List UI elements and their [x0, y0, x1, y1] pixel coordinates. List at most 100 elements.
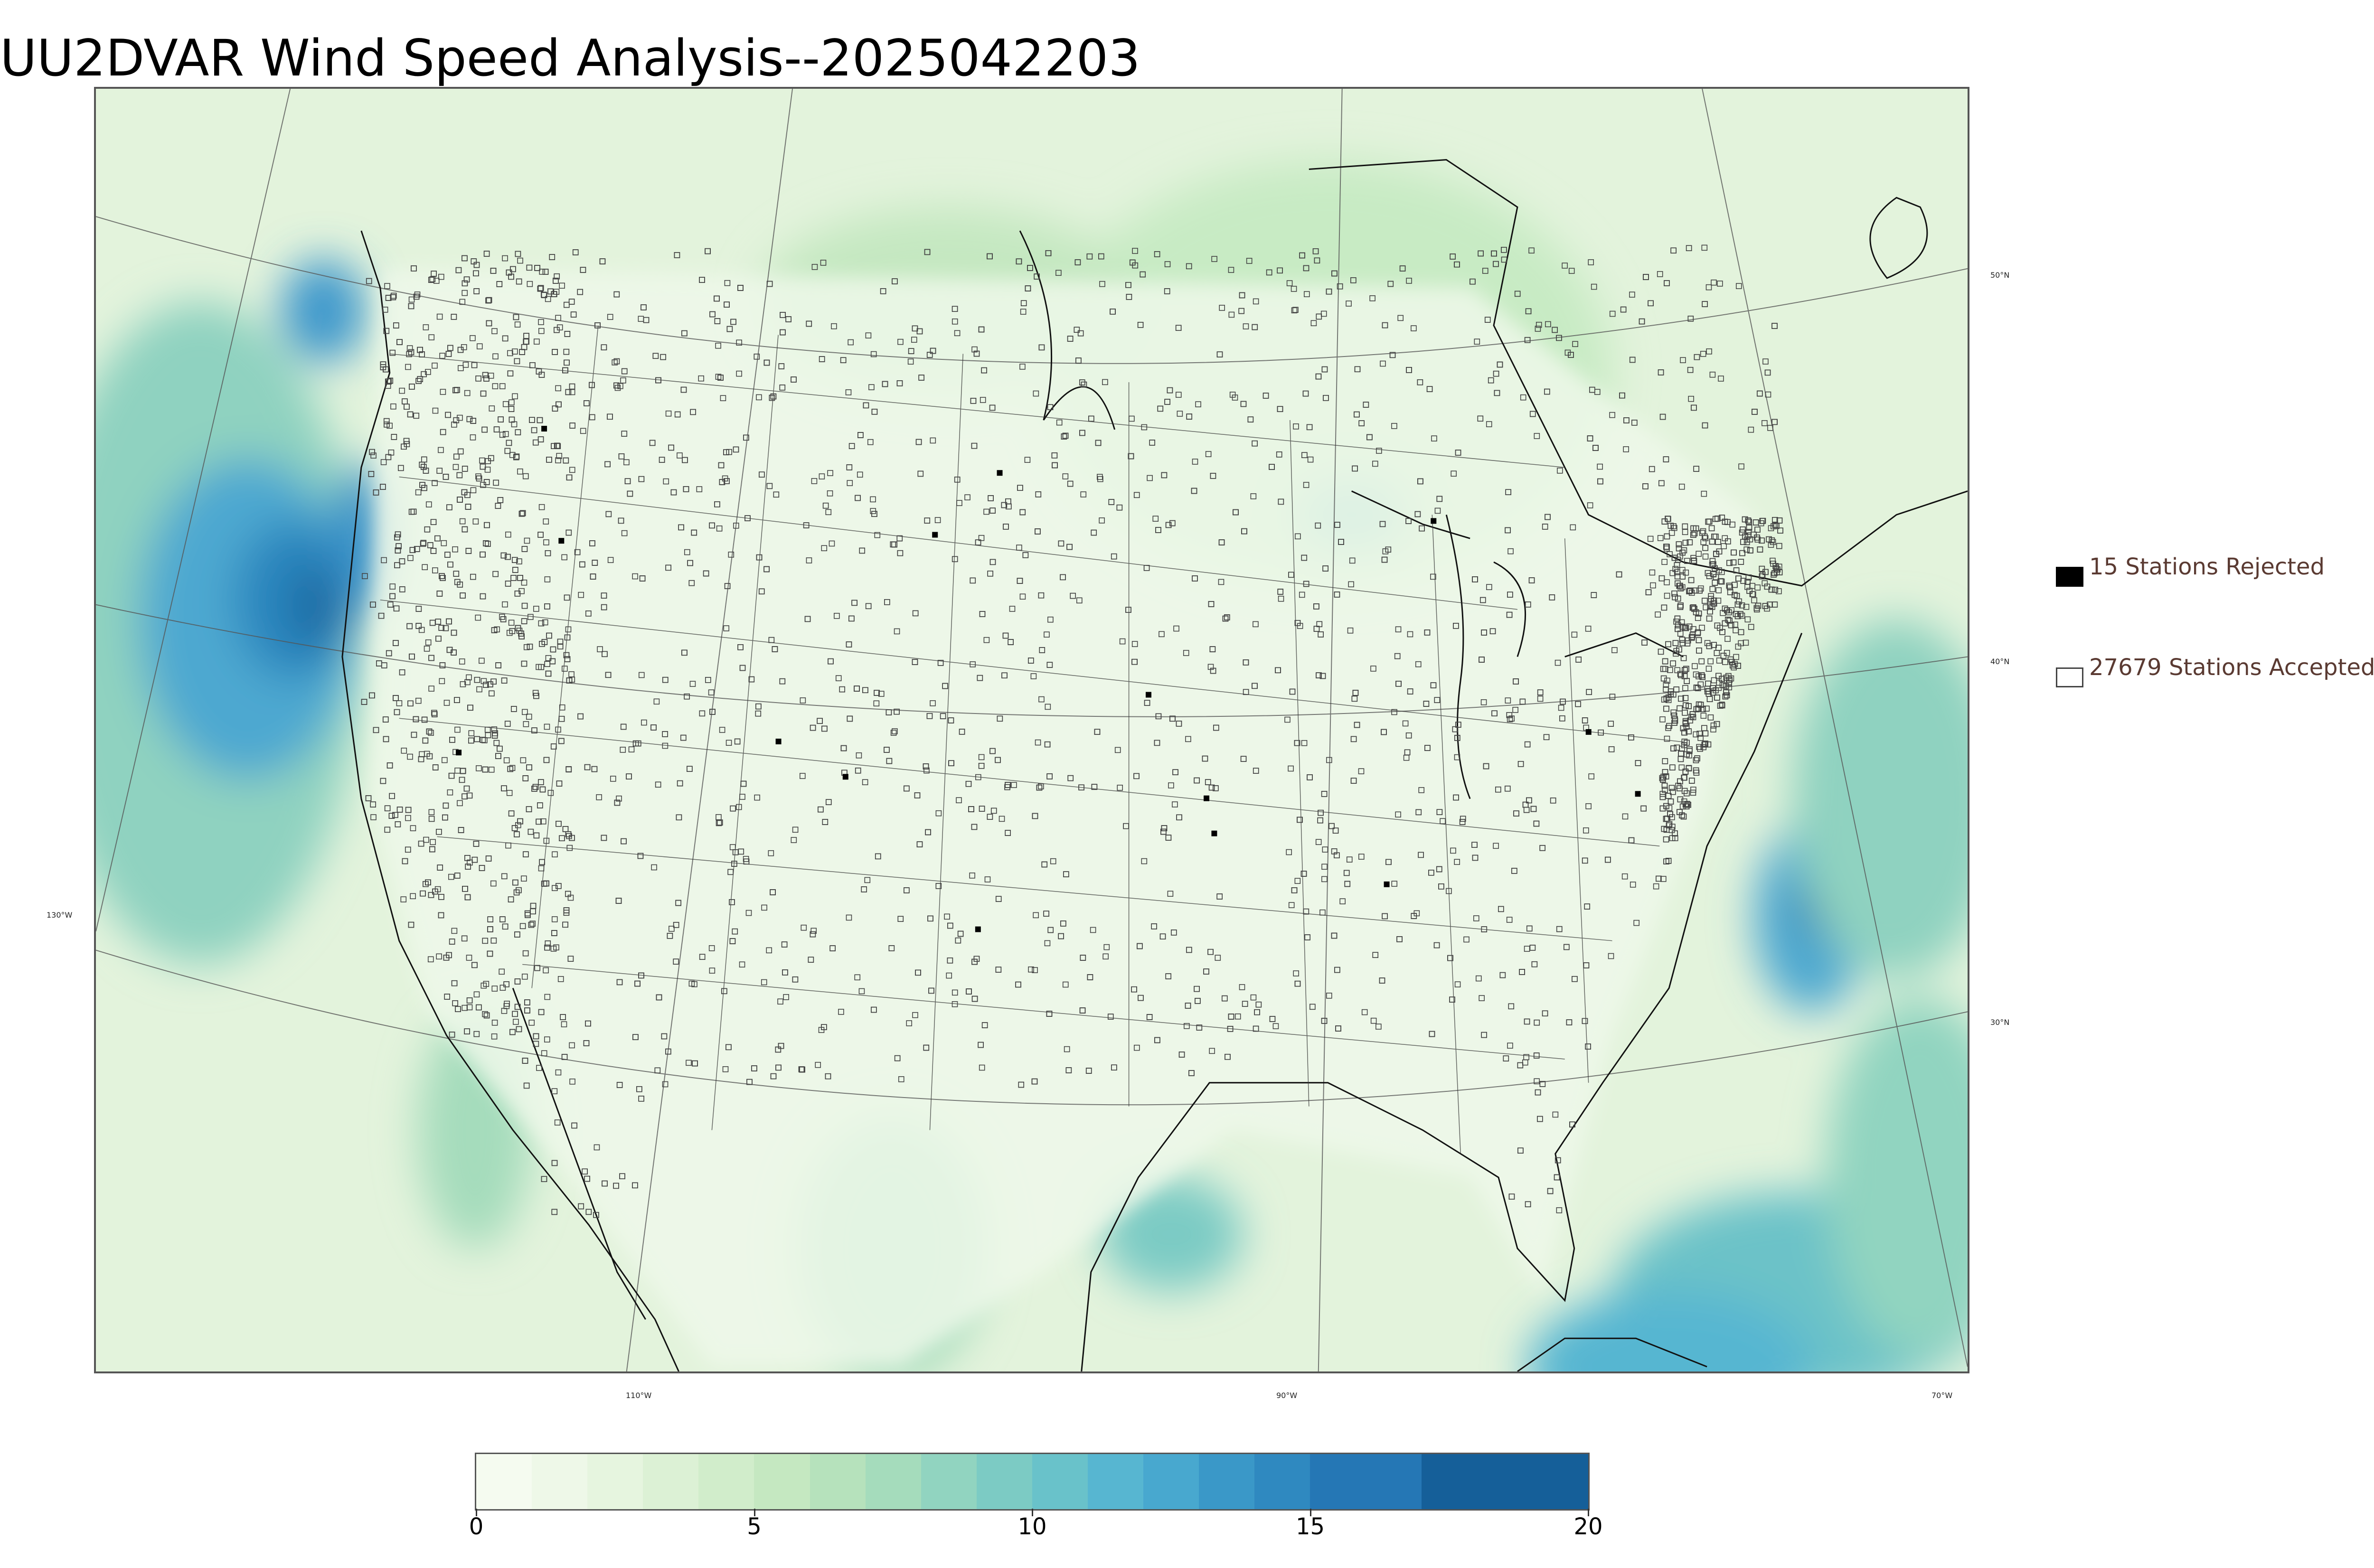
accepted-station-marker — [492, 383, 499, 389]
accepted-station-marker — [1680, 813, 1687, 820]
accepted-station-marker — [613, 358, 620, 365]
accepted-station-marker — [1185, 1003, 1191, 1009]
accepted-station-marker — [662, 676, 669, 683]
accepted-station-marker — [373, 727, 379, 733]
accepted-station-marker — [1662, 758, 1668, 764]
accepted-station-marker — [560, 1014, 566, 1020]
accepted-station-marker — [1133, 492, 1140, 498]
accepted-station-marker — [698, 375, 705, 382]
accepted-station-marker — [634, 980, 641, 987]
accepted-station-marker — [981, 1022, 988, 1028]
accepted-station-marker — [418, 627, 425, 633]
accepted-station-marker — [1228, 1014, 1234, 1020]
accepted-station-marker — [1658, 369, 1664, 376]
accepted-station-marker — [462, 466, 468, 472]
accepted-station-marker — [855, 767, 861, 774]
accepted-station-marker — [1380, 360, 1386, 367]
accepted-station-marker — [513, 889, 520, 896]
accepted-station-marker — [770, 393, 777, 400]
accepted-station-marker — [927, 915, 933, 922]
accepted-station-marker — [601, 592, 607, 599]
accepted-station-marker — [396, 807, 403, 813]
accepted-station-marker — [395, 547, 401, 554]
accepted-station-marker — [1149, 440, 1155, 446]
accepted-station-marker — [1063, 871, 1069, 877]
accepted-station-marker — [590, 573, 596, 580]
accepted-station-marker — [1693, 770, 1700, 776]
accepted-station-marker — [519, 349, 525, 355]
accepted-station-marker — [1570, 524, 1576, 531]
accepted-station-marker — [1363, 402, 1369, 408]
accepted-station-marker — [1667, 551, 1673, 557]
accepted-station-marker — [428, 334, 435, 340]
accepted-station-marker — [1672, 594, 1678, 601]
accepted-station-marker — [1739, 550, 1745, 556]
accepted-station-marker — [806, 320, 812, 327]
accepted-station-marker — [1745, 532, 1752, 539]
accepted-station-marker — [1433, 942, 1440, 948]
accepted-station-marker — [1491, 710, 1498, 716]
lat-label-30n: 30°N — [1990, 1018, 2010, 1027]
accepted-station-marker — [1706, 696, 1713, 702]
accepted-station-marker — [734, 738, 741, 745]
accepted-station-marker — [954, 476, 961, 483]
accepted-station-marker — [455, 267, 462, 273]
accepted-station-marker — [854, 974, 861, 981]
accepted-station-marker — [1058, 540, 1065, 547]
accepted-station-marker — [1722, 518, 1728, 525]
accepted-station-marker — [935, 810, 942, 817]
accepted-station-marker — [1085, 1068, 1092, 1074]
accepted-station-marker — [1076, 597, 1083, 604]
accepted-station-marker — [1702, 301, 1708, 307]
accepted-station-marker — [730, 319, 736, 325]
accepted-station-marker — [1358, 420, 1365, 426]
accepted-station-marker — [480, 463, 486, 470]
accepted-station-marker — [459, 299, 466, 305]
accepted-station-marker — [470, 335, 476, 341]
accepted-station-marker — [1277, 589, 1284, 595]
accepted-station-marker — [1684, 640, 1691, 647]
accepted-station-marker — [473, 991, 480, 998]
accepted-station-marker — [428, 685, 434, 692]
accepted-station-marker — [989, 404, 996, 411]
accepted-station-marker — [514, 978, 521, 985]
accepted-station-marker — [847, 715, 853, 722]
map-canvas — [96, 89, 1968, 1371]
accepted-station-marker — [1545, 514, 1551, 520]
accepted-station-marker — [1659, 794, 1666, 800]
accepted-station-marker — [732, 928, 738, 935]
accepted-station-marker — [497, 745, 503, 752]
accepted-station-marker — [989, 559, 996, 565]
accepted-station-marker — [471, 362, 478, 368]
accepted-station-marker — [1713, 551, 1719, 557]
accepted-station-marker — [1080, 955, 1086, 961]
accepted-station-marker — [386, 423, 393, 429]
accepted-station-marker — [727, 869, 734, 875]
accepted-station-marker — [544, 723, 550, 730]
wind-speed-map[interactable] — [94, 87, 1969, 1373]
accepted-station-marker — [1211, 256, 1217, 262]
accepted-station-marker — [1701, 742, 1708, 748]
accepted-station-marker — [1033, 390, 1039, 397]
accepted-station-marker — [1743, 546, 1750, 553]
accepted-station-marker — [1730, 559, 1737, 566]
accepted-station-marker — [1301, 554, 1308, 561]
accepted-station-marker — [467, 704, 473, 711]
accepted-station-marker — [362, 573, 368, 579]
accepted-station-marker — [1431, 435, 1437, 441]
accepted-station-marker — [1505, 527, 1511, 534]
accepted-station-marker — [449, 939, 455, 945]
accepted-station-marker — [408, 508, 415, 515]
accepted-station-marker — [1670, 709, 1677, 716]
accepted-station-marker — [492, 353, 499, 360]
rejected-station-marker — [541, 425, 547, 432]
accepted-station-marker — [1295, 533, 1301, 540]
accepted-station-marker — [1663, 773, 1669, 779]
accepted-station-marker — [1293, 970, 1299, 976]
accepted-station-marker — [1682, 685, 1688, 691]
accepted-station-marker — [389, 593, 396, 600]
accepted-station-marker — [1528, 247, 1535, 254]
accepted-station-marker — [674, 411, 681, 418]
accepted-station-marker — [1229, 392, 1236, 398]
accepted-station-marker — [1772, 587, 1778, 593]
